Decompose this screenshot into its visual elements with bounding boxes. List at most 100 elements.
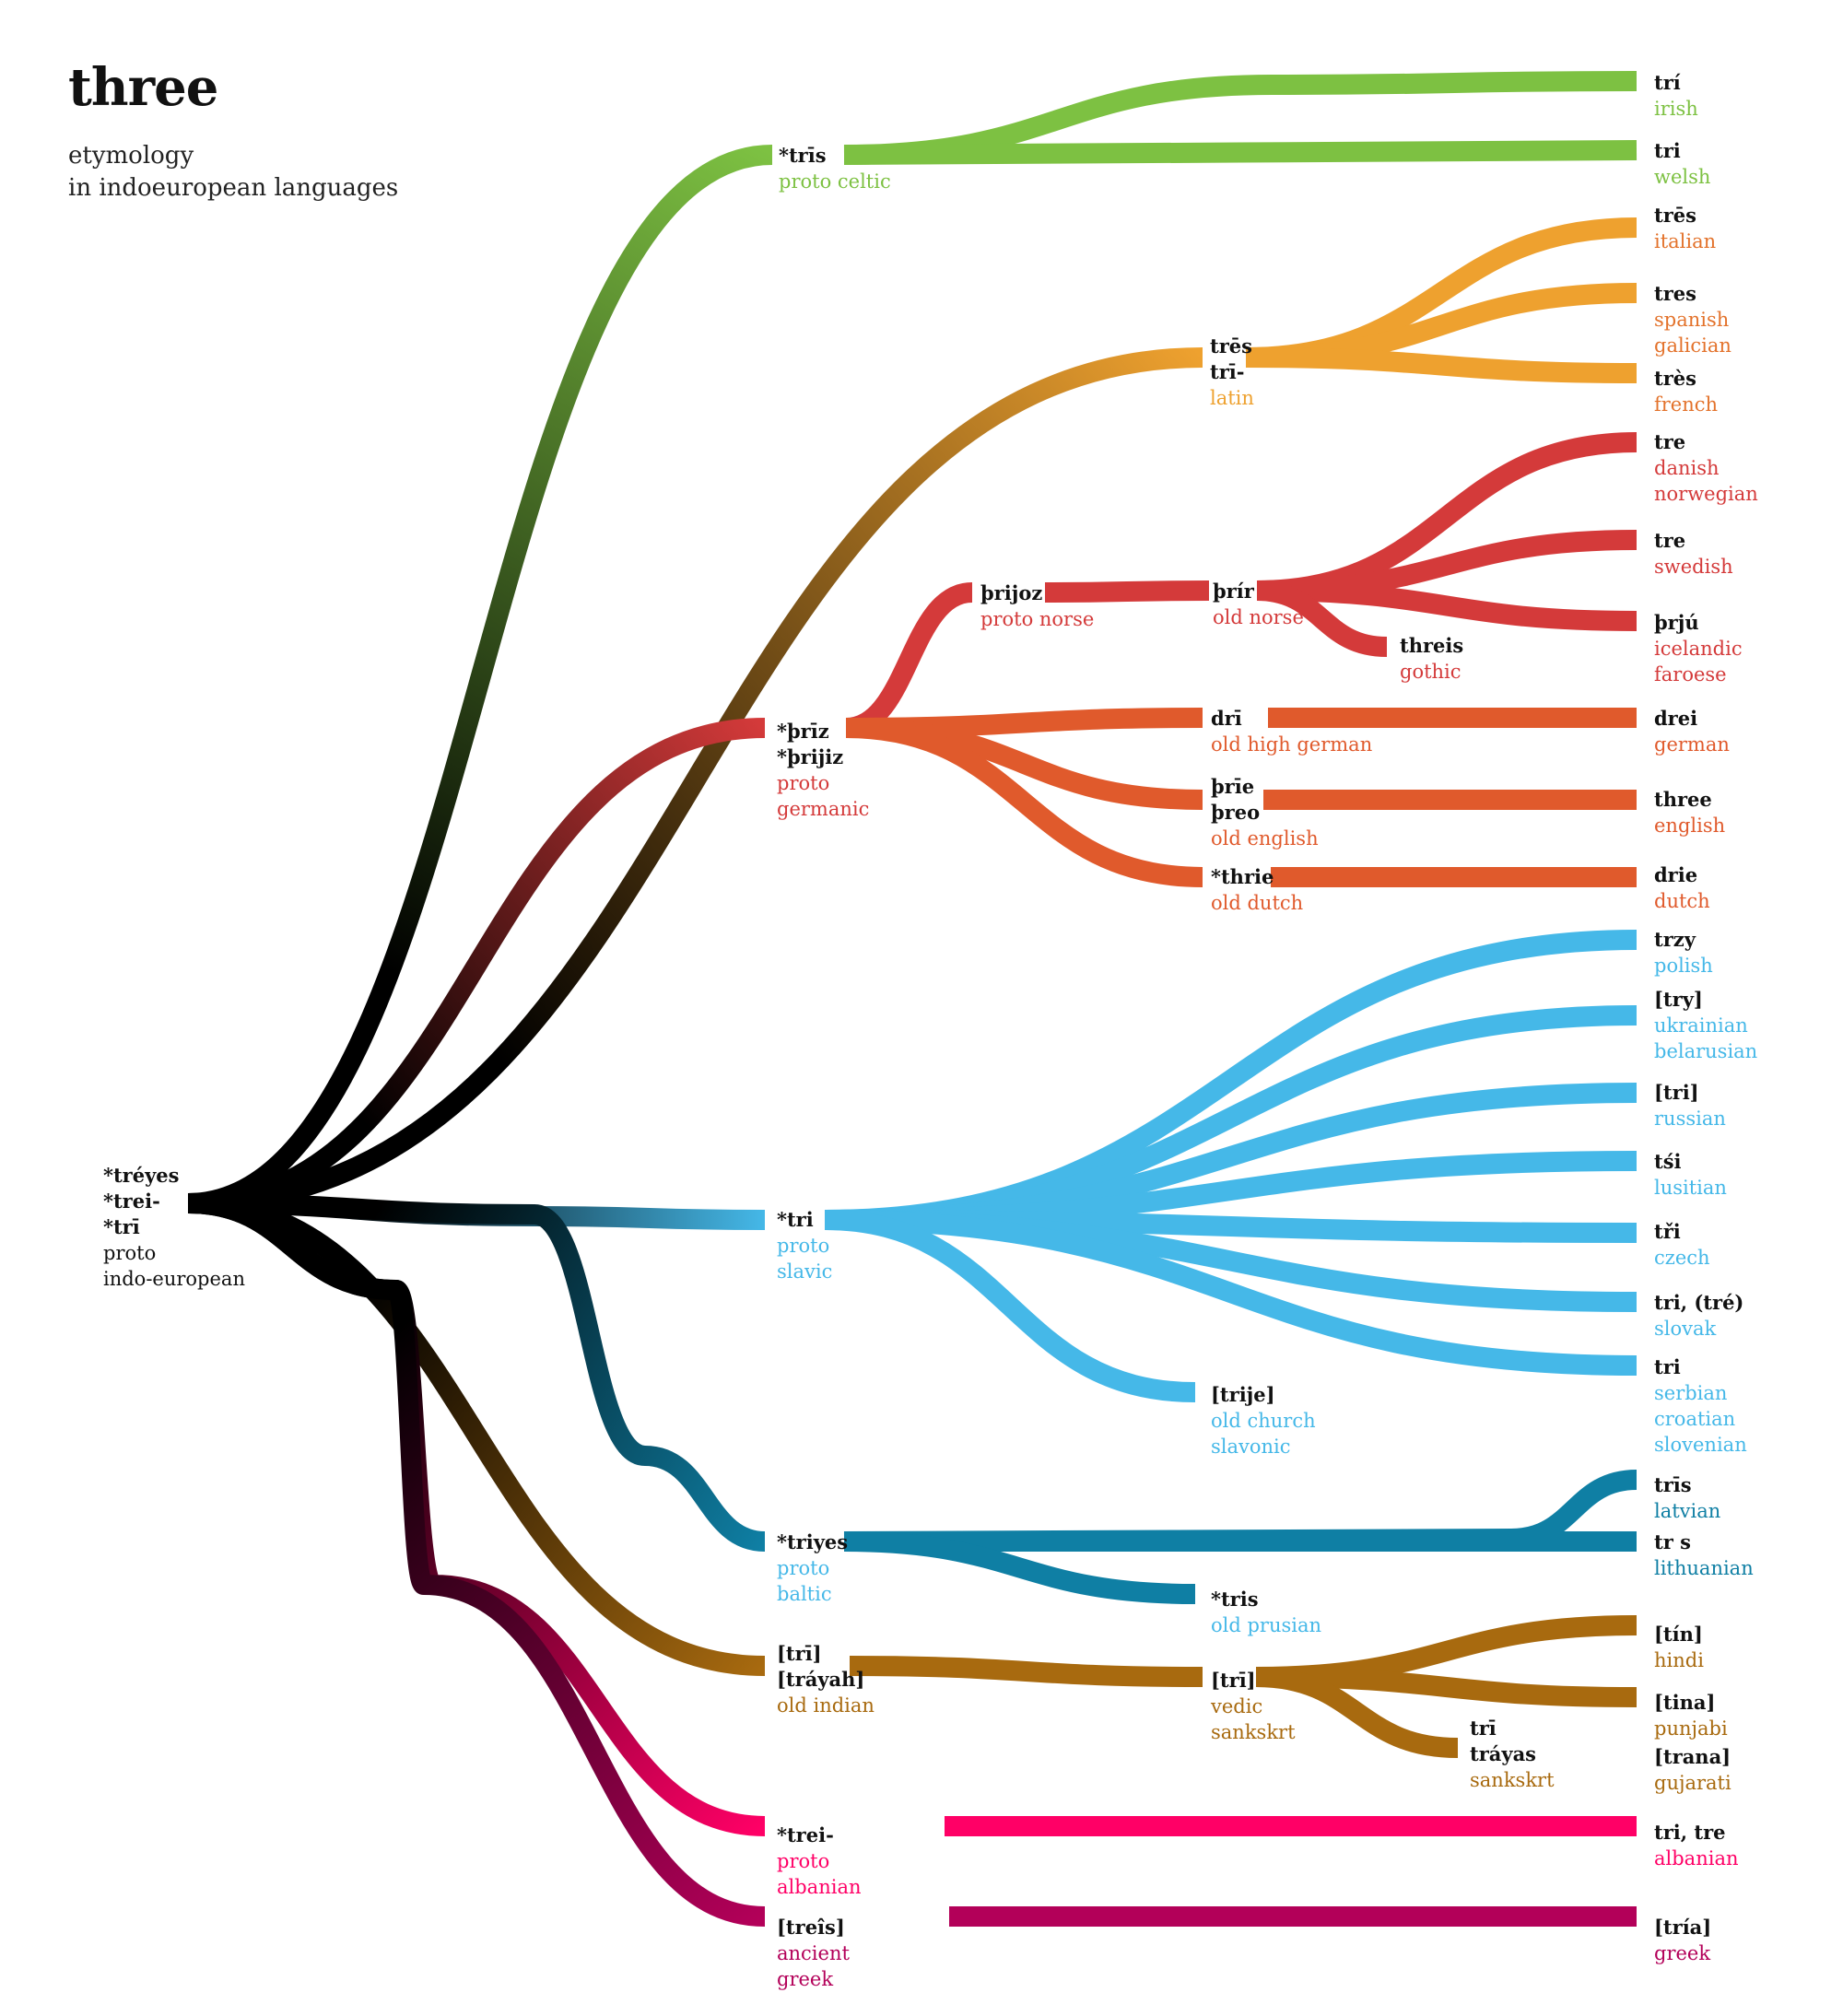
node-albanian: tri, tre albanian (1654, 1820, 1739, 1871)
language-name: proto (777, 772, 830, 794)
node-proto-baltic: *triyes proto baltic (777, 1530, 848, 1607)
word-form: þrijoz (980, 581, 1043, 604)
node-swedish: tre swedish (1654, 528, 1733, 580)
node-proto-celtic: *trīs proto celtic (779, 143, 891, 194)
word-form: tres (1654, 282, 1696, 305)
word-form: *thrie (1211, 865, 1274, 888)
word-form: *þrīz (777, 720, 829, 743)
language-name: latin (1210, 387, 1254, 409)
node-icelandic: þrjú icelandic faroese (1654, 610, 1743, 687)
link-proto-norse-old-norse (1044, 580, 1210, 603)
language-name: welsh (1654, 166, 1711, 188)
node-latin: trēs trī-latin (1210, 334, 1254, 411)
language-name: sankskrt (1470, 1769, 1555, 1791)
language-name: lusitian (1654, 1177, 1727, 1199)
language-name: slovenian (1654, 1434, 1747, 1456)
word-form: tr s (1654, 1530, 1691, 1553)
link-vedic-sanskrit (1255, 1667, 1459, 1758)
node-slovak: tri, (tré) slovak (1654, 1290, 1743, 1342)
link-pie-latin (187, 347, 1203, 1213)
language-name: norwegian (1654, 483, 1758, 505)
language-name: latvian (1654, 1500, 1721, 1522)
node-proto-norse: þrijoz proto norse (980, 580, 1094, 632)
diagram-subtitle: etymology in indoeuropean languages (68, 140, 398, 205)
node-punjabi: [tina] punjabi (1654, 1690, 1728, 1741)
word-form: [trana] (1654, 1745, 1731, 1768)
node-sanskrit: trī tráyas sankskrt (1470, 1716, 1555, 1793)
word-form: [trī] (1211, 1669, 1256, 1692)
word-form: drei (1654, 707, 1698, 730)
language-name: russian (1654, 1108, 1726, 1130)
node-english: three english (1654, 787, 1725, 838)
word-form: drī (1211, 707, 1242, 730)
word-form: þrjú (1654, 611, 1699, 634)
link-proto-slavic-polish (824, 930, 1638, 1230)
word-form: tri (1654, 1355, 1681, 1378)
node-vedic: [trī] vedic sankskrt (1211, 1668, 1296, 1745)
language-name: ancient (777, 1942, 850, 1964)
link-proto-celtic-irish (843, 71, 1638, 165)
link-pie-proto-germanic (187, 718, 766, 1213)
word-form: [trije] (1211, 1383, 1275, 1406)
word-form: trí (1654, 71, 1681, 94)
language-name: icelandic (1654, 638, 1743, 660)
word-form: [tina] (1654, 1691, 1716, 1714)
node-gothic: threis gothic (1400, 633, 1463, 685)
language-name: faroese (1654, 663, 1727, 686)
language-name: slavic (777, 1260, 833, 1283)
language-name: german (1654, 733, 1730, 756)
word-form: drie (1654, 863, 1698, 886)
link-proto-slavic-serbian (824, 1210, 1638, 1376)
language-name: danish (1654, 457, 1720, 479)
word-form: threis (1400, 634, 1464, 657)
node-latvian: trīs latvian (1654, 1472, 1720, 1524)
word-form: trīs (1654, 1473, 1692, 1496)
language-name: gothic (1400, 661, 1461, 683)
node-old-norse: þrír old norse (1213, 579, 1304, 630)
subtitle-line: in indoeuropean languages (68, 174, 399, 202)
link-old-norse-gothic (1256, 580, 1388, 657)
language-name: croatian (1654, 1408, 1736, 1430)
link-old-indian-vedic (849, 1656, 1203, 1687)
word-form: *trī (103, 1215, 140, 1238)
word-form: [tráyah] (777, 1668, 865, 1691)
word-form: tri (1654, 139, 1681, 162)
language-name: old prusian (1211, 1614, 1322, 1636)
word-form: [try] (1654, 988, 1703, 1011)
language-name: old english (1211, 827, 1319, 850)
node-old-english: þrīe þreo old english (1211, 774, 1319, 851)
language-name: proto celtic (779, 170, 891, 193)
link-latin-french (1245, 347, 1638, 383)
language-name: slovak (1654, 1318, 1717, 1340)
node-old-church-slavonic: [trije] old church slavonic (1211, 1382, 1316, 1459)
language-name: proto norse (980, 608, 1095, 630)
language-name: greek (1654, 1942, 1711, 1964)
word-form: tri, tre (1654, 1821, 1726, 1844)
word-form: [tría] (1654, 1916, 1712, 1939)
language-name: baltic (777, 1583, 832, 1605)
word-form: [treîs] (777, 1916, 845, 1939)
link-proto-germanic-proto-norse (844, 582, 974, 738)
node-czech: tři czech (1654, 1219, 1710, 1271)
link-pie-proto-albanian (187, 1193, 766, 1836)
link-vedic-punjabi (1255, 1667, 1638, 1707)
language-name: proto (777, 1557, 830, 1579)
subtitle-line: etymology (68, 142, 194, 170)
language-name: albanian (1654, 1847, 1739, 1869)
word-form: *triyes (777, 1530, 849, 1553)
language-name: czech (1654, 1247, 1710, 1269)
node-polish: trzy polish (1654, 927, 1713, 979)
node-danish: tre danish norwegian (1654, 429, 1758, 507)
word-form: trī (1470, 1717, 1497, 1740)
node-old-dutch: *thrie old dutch (1211, 864, 1303, 916)
language-name: slavonic (1211, 1436, 1291, 1458)
language-name: belarusian (1654, 1040, 1758, 1062)
node-proto-albanian: *trei-proto albanian (777, 1823, 862, 1900)
word-form: *tréyes (103, 1164, 180, 1187)
language-name: indo-european (103, 1268, 245, 1290)
word-form: *tri (777, 1208, 814, 1231)
language-name: albanian (777, 1876, 862, 1898)
language-name: old church (1211, 1410, 1316, 1432)
word-form: tre (1654, 430, 1686, 453)
